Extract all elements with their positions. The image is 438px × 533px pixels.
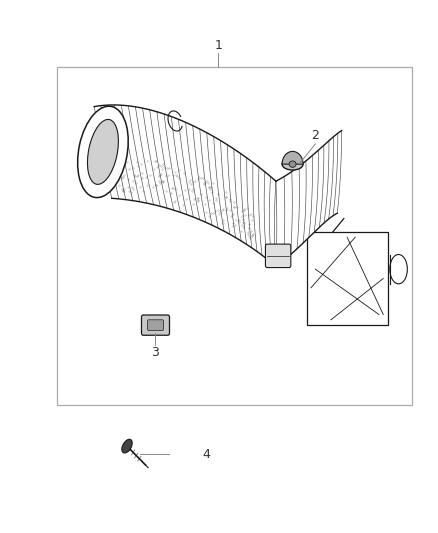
Polygon shape (94, 105, 276, 266)
Ellipse shape (282, 158, 303, 170)
Polygon shape (276, 131, 342, 266)
Text: 1: 1 (214, 39, 222, 52)
Ellipse shape (78, 106, 128, 198)
Ellipse shape (289, 161, 296, 167)
Ellipse shape (390, 255, 407, 284)
Text: 3: 3 (152, 346, 159, 359)
Ellipse shape (122, 439, 132, 453)
FancyBboxPatch shape (148, 320, 163, 330)
Text: 4: 4 (202, 448, 210, 461)
Bar (57, 67, 412, 405)
Polygon shape (307, 232, 388, 325)
FancyBboxPatch shape (265, 244, 291, 268)
FancyBboxPatch shape (141, 315, 170, 335)
Wedge shape (282, 151, 303, 164)
Ellipse shape (88, 119, 118, 184)
Text: 2: 2 (311, 130, 319, 142)
